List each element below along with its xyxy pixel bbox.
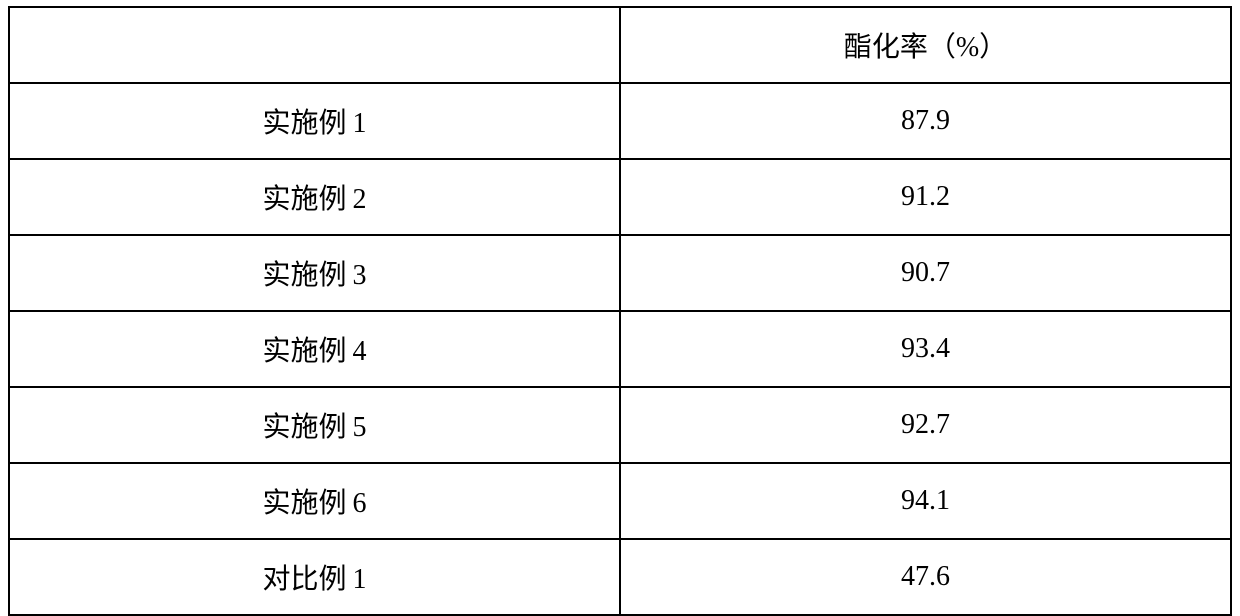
table-header-row: 酯化率（%） [9, 7, 1231, 83]
row-label-num: 5 [353, 412, 367, 443]
row-label-cn: 实施例 [262, 488, 346, 519]
row-label-cn: 实施例 [262, 184, 346, 215]
row-label-cn: 实施例 [262, 412, 346, 443]
row-label-num: 2 [353, 184, 367, 215]
row-value: 47.6 [620, 539, 1231, 615]
row-label-num: 1 [353, 564, 367, 595]
row-value: 90.7 [620, 235, 1231, 311]
row-value: 94.1 [620, 463, 1231, 539]
row-label-num: 4 [353, 336, 367, 367]
table-row: 实施例3 90.7 [9, 235, 1231, 311]
row-label: 实施例3 [9, 235, 620, 311]
row-label: 实施例1 [9, 83, 620, 159]
row-label: 实施例6 [9, 463, 620, 539]
row-value: 91.2 [620, 159, 1231, 235]
row-label-num: 6 [353, 488, 367, 519]
row-label: 对比例1 [9, 539, 620, 615]
table-row: 实施例2 91.2 [9, 159, 1231, 235]
row-label: 实施例2 [9, 159, 620, 235]
row-label: 实施例4 [9, 311, 620, 387]
table-row: 对比例1 47.6 [9, 539, 1231, 615]
table-row: 实施例6 94.1 [9, 463, 1231, 539]
row-label: 实施例5 [9, 387, 620, 463]
row-label-num: 1 [353, 108, 367, 139]
table-row: 实施例1 87.9 [9, 83, 1231, 159]
table-row: 实施例4 93.4 [9, 311, 1231, 387]
row-value: 87.9 [620, 83, 1231, 159]
esterification-rate-table-container: 酯化率（%） 实施例1 87.9 实施例2 91.2 实施例3 90.7 [0, 0, 1240, 612]
row-label-cn: 对比例 [262, 564, 346, 595]
row-label-cn: 实施例 [262, 108, 346, 139]
header-col-1 [9, 7, 620, 83]
row-value: 93.4 [620, 311, 1231, 387]
esterification-rate-table: 酯化率（%） 实施例1 87.9 实施例2 91.2 实施例3 90.7 [8, 6, 1232, 616]
row-label-num: 3 [353, 260, 367, 291]
row-label-cn: 实施例 [262, 336, 346, 367]
row-value: 92.7 [620, 387, 1231, 463]
header-col-2: 酯化率（%） [620, 7, 1231, 83]
table-row: 实施例5 92.7 [9, 387, 1231, 463]
row-label-cn: 实施例 [262, 260, 346, 291]
